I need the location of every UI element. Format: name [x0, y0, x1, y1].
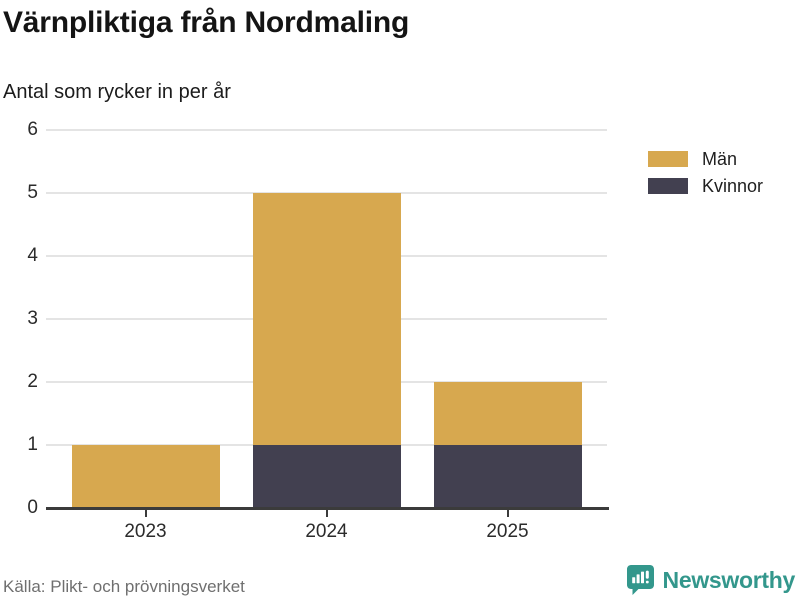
- newsworthy-wordmark: Newsworthy: [662, 566, 796, 593]
- x-tick-2025: [506, 510, 509, 517]
- x-axis-label-2024: 2024: [305, 521, 348, 542]
- bar-segment-kvinnor-2025: [433, 445, 582, 508]
- legend-label: Män: [702, 148, 738, 169]
- legend-item-män: Män: [648, 149, 763, 169]
- bar-segment-kvinnor-2024: [252, 445, 401, 508]
- bar-segment-män-2024: [252, 193, 401, 445]
- bar-segment-män-2025: [433, 382, 582, 445]
- page-title: Värnpliktiga från Nordmaling: [3, 6, 410, 39]
- y-axis-label-4: 4: [27, 245, 38, 266]
- y-axis-label-0: 0: [27, 497, 38, 518]
- x-axis-line: [46, 507, 609, 510]
- y-axis-label-3: 3: [27, 308, 38, 329]
- legend: Män Kvinnor: [648, 149, 763, 203]
- source-note: Källa: Plikt- och prövningsverket: [3, 577, 245, 596]
- y-axis-label-1: 1: [27, 434, 38, 455]
- legend-label: Kvinnor: [702, 175, 764, 196]
- legend-item-kvinnor: Kvinnor: [648, 176, 763, 196]
- y-axis-label-2: 2: [27, 371, 38, 392]
- x-tick-2024: [325, 510, 328, 517]
- x-axis-label-2025: 2025: [486, 521, 529, 542]
- chart-bubble-icon: [626, 565, 654, 595]
- bar-segment-män-2023: [71, 445, 220, 508]
- gridline-y-6: [46, 129, 607, 131]
- newsworthy-logo[interactable]: Newsworthy: [626, 564, 795, 596]
- y-axis-label-6: 6: [27, 119, 38, 140]
- x-tick-2023: [144, 510, 147, 517]
- x-axis-label-2023: 2023: [124, 521, 167, 542]
- page-subtitle: Antal som rycker in per år: [3, 81, 231, 103]
- legend-swatch-män: [648, 151, 688, 167]
- legend-swatch-kvinnor: [648, 178, 688, 194]
- y-axis-label-5: 5: [27, 182, 38, 203]
